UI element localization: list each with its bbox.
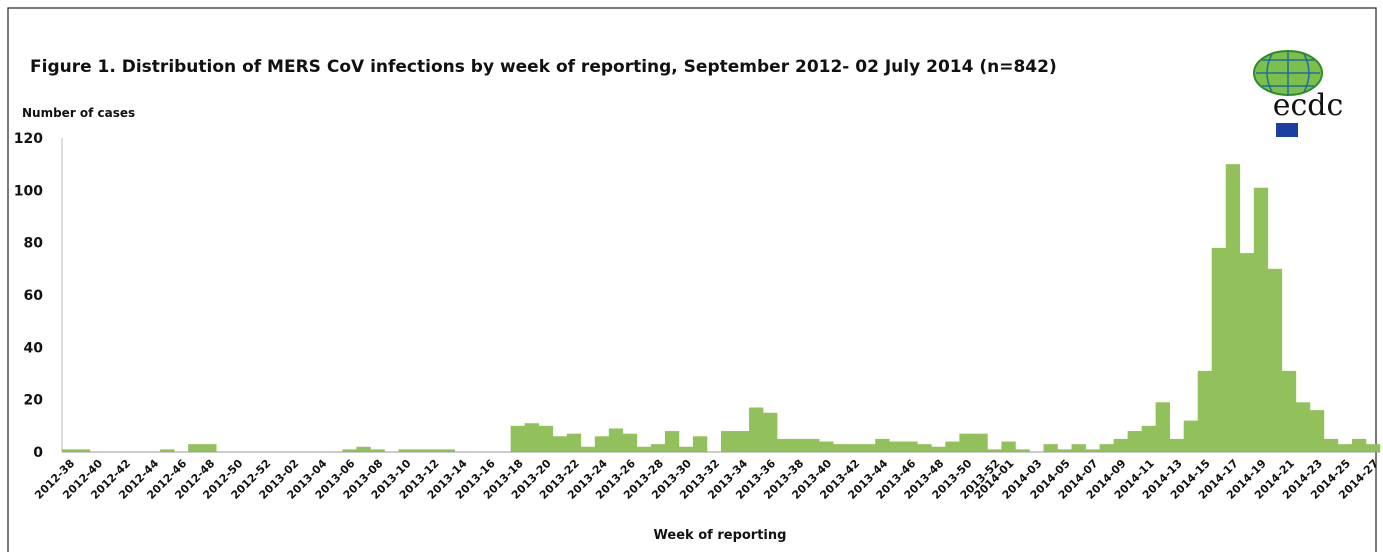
bar <box>1071 444 1086 452</box>
bar <box>1323 438 1339 452</box>
bar <box>777 438 792 452</box>
y-tick-label: 60 <box>24 288 44 304</box>
bar <box>552 436 568 452</box>
bar <box>664 431 680 452</box>
bar <box>202 444 217 452</box>
bar <box>1169 438 1185 452</box>
bar <box>1365 444 1381 452</box>
bar <box>749 407 764 452</box>
bar <box>62 449 77 452</box>
bar <box>763 412 778 452</box>
bar <box>636 446 652 452</box>
bar <box>1183 420 1199 452</box>
frame <box>7 7 1377 552</box>
bar <box>973 433 988 452</box>
bar <box>1155 402 1170 452</box>
bar <box>76 449 91 452</box>
bar <box>1085 449 1100 452</box>
bar <box>987 449 1002 452</box>
bar <box>1309 410 1325 452</box>
bar <box>1337 444 1353 452</box>
chart-title: Figure 1. Distribution of MERS CoV infec… <box>30 57 1057 77</box>
bar <box>875 438 890 452</box>
bar <box>580 446 596 452</box>
bar <box>819 441 834 452</box>
logo-grid <box>1256 51 1320 95</box>
bar <box>889 441 904 452</box>
bar <box>356 446 371 452</box>
y-tick-label: 40 <box>24 340 44 356</box>
bar <box>440 449 455 452</box>
y-tick-label: 100 <box>14 183 43 199</box>
bar <box>1015 449 1030 452</box>
bar <box>678 446 694 452</box>
bar <box>594 436 610 452</box>
y-axis-label: Number of cases <box>22 106 135 120</box>
bar <box>1225 164 1241 452</box>
bar <box>1057 449 1072 452</box>
bar <box>1281 370 1297 452</box>
bar <box>917 444 932 452</box>
y-tick-label: 0 <box>33 445 43 461</box>
bar <box>1043 444 1058 452</box>
bar <box>1197 370 1213 452</box>
bar <box>1127 431 1142 452</box>
bar <box>1267 268 1283 452</box>
y-tick-label: 80 <box>24 236 44 252</box>
bar <box>370 449 385 452</box>
bar <box>622 433 638 452</box>
logo-text: ecdc <box>1273 88 1344 123</box>
bar <box>398 449 413 452</box>
bar <box>1113 438 1128 452</box>
bar <box>791 438 806 452</box>
bar <box>692 436 708 452</box>
bar <box>538 425 554 452</box>
bar <box>1295 402 1311 452</box>
logo: ecdc <box>1253 50 1344 137</box>
bar <box>1239 253 1255 452</box>
bar <box>1351 438 1367 452</box>
bar <box>805 438 820 452</box>
x-axis-label: Week of reporting <box>654 528 787 543</box>
logo-flag <box>1276 123 1298 137</box>
bar <box>188 444 203 452</box>
y-tick-label: 120 <box>14 131 43 147</box>
bar <box>1211 247 1227 452</box>
y-tick-label: 20 <box>24 393 44 409</box>
bar <box>847 444 862 452</box>
bar <box>1099 444 1114 452</box>
bar <box>1001 441 1016 452</box>
bar <box>903 441 918 452</box>
bar <box>1253 187 1269 452</box>
bar <box>931 446 946 452</box>
bar <box>721 431 736 452</box>
bar <box>566 433 582 452</box>
bar <box>524 423 540 452</box>
bar <box>735 431 750 452</box>
bar <box>160 449 175 452</box>
bar <box>833 444 848 452</box>
bar <box>412 449 427 452</box>
bar <box>426 449 441 452</box>
bar <box>945 441 960 452</box>
bar <box>861 444 876 452</box>
bar <box>510 425 526 452</box>
bar <box>959 433 974 452</box>
bar <box>650 444 666 452</box>
bar <box>608 428 624 452</box>
bar <box>342 449 357 452</box>
bar <box>1141 425 1156 452</box>
